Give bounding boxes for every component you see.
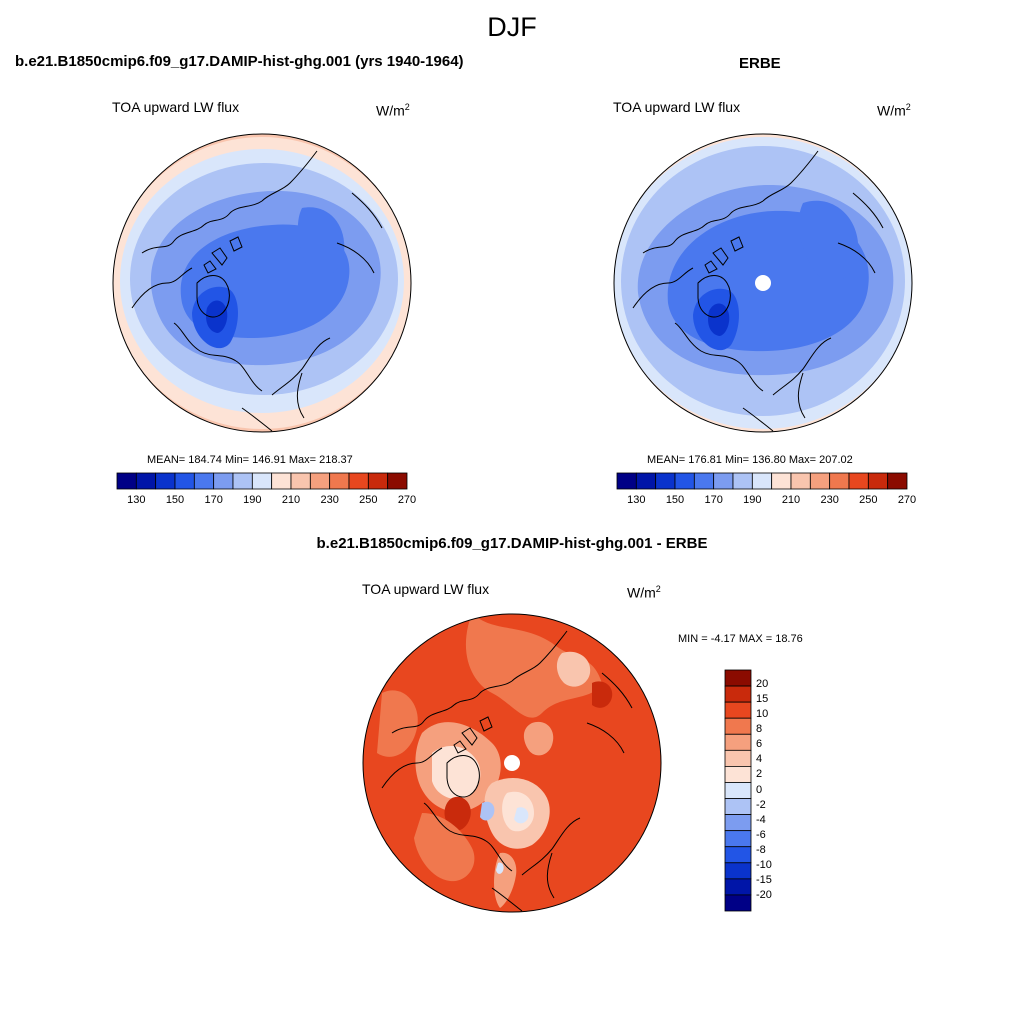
model-colorbar-swatch [232,472,253,490]
season-title: DJF [487,12,537,42]
diff-units: W/m2 [627,584,661,601]
model-stats: MEAN= 184.74 Min= 146.91 Max= 218.37 [147,454,353,466]
obs-colorbar-swatch [616,472,637,490]
diff-colorbar-label: -6 [756,828,766,841]
diff-colorbar-label: 6 [756,738,763,751]
model-colorbar-swatch [348,472,369,490]
model-colorbar-label: 230 [320,494,339,506]
obs-units: W/m2 [877,102,911,119]
diff-colorbar-label: 8 [756,723,763,736]
diff-colorbar-label: -15 [756,873,772,886]
model-colorbar [116,472,408,490]
model-colorbar-swatch [329,472,350,490]
obs-colorbar-swatch [809,472,831,490]
diff-colorbar [724,669,752,912]
model-units: W/m2 [376,102,410,119]
diff-colorbar-label: -20 [756,888,772,901]
obs-colorbar-label: 170 [704,494,723,506]
diff-colorbar-swatch [724,798,752,815]
diff-stats: MIN = -4.17 MAX = 18.76 [678,633,803,645]
obs-colorbar-swatch [848,472,869,490]
diff-colorbar-label: -2 [756,798,766,811]
diff-colorbar-swatch [724,862,752,880]
obs-polar-map [613,133,913,433]
obs-colorbar-label: 130 [627,494,646,506]
diff-colorbar-swatch [724,894,752,912]
obs-colorbar-swatch [867,472,889,490]
diff-colorbar-label: 0 [756,783,763,796]
model-panel-title: b.e21.B1850cmip6.f09_g17.DAMIP-hist-ghg.… [15,53,464,70]
model-colorbar-swatch [193,472,215,490]
model-colorbar-swatch [251,472,273,490]
obs-colorbar-label: 150 [665,494,685,506]
diff-polar-map [362,613,662,913]
obs-stats: MEAN= 176.81 Min= 136.80 Max= 207.02 [647,454,853,466]
model-colorbar-swatch [155,472,176,490]
obs-colorbar-swatch [887,472,908,490]
model-colorbar-swatch [116,472,137,490]
diff-colorbar-swatch [724,830,752,848]
obs-variable-title: TOA upward LW flux [613,99,741,115]
diff-colorbar-swatch [724,701,752,719]
diff-colorbar-label: -8 [756,843,766,856]
model-colorbar-swatch [135,472,157,490]
model-colorbar-label: 250 [359,494,378,506]
model-colorbar-label: 130 [127,494,146,506]
obs-colorbar [616,472,908,490]
diff-colorbar-label: 4 [756,753,763,766]
diff-colorbar-swatch [724,733,752,751]
obs-colorbar-swatch [635,472,657,490]
diff-colorbar-swatch [724,717,752,735]
obs-colorbar-swatch [732,472,753,490]
diff-panel-title: b.e21.B1850cmip6.f09_g17.DAMIP-hist-ghg.… [316,535,708,552]
obs-colorbar-label: 230 [820,494,839,506]
diff-variable-title: TOA upward LW flux [362,581,490,597]
obs-colorbar-swatch [655,472,676,490]
diff-colorbar-swatch [724,669,752,687]
diff-colorbar-swatch [724,782,752,799]
model-colorbar-label: 190 [243,494,262,506]
obs-colorbar-label: 190 [743,494,762,506]
diff-colorbar-label: 10 [756,708,769,721]
obs-colorbar-swatch [693,472,715,490]
model-colorbar-label: 170 [204,494,223,506]
obs-colorbar-swatch [771,472,792,490]
model-colorbar-label: 150 [165,494,185,506]
diff-colorbar-swatch [724,846,752,864]
diff-colorbar-swatch [724,878,752,896]
diff-colorbar-swatch [724,749,752,767]
diff-colorbar-label: 20 [756,678,769,691]
model-polar-map [112,133,412,433]
obs-colorbar-swatch [674,472,695,490]
obs-colorbar-swatch [829,472,850,490]
diff-colorbar-label: -10 [756,858,772,871]
model-variable-title: TOA upward LW flux [112,99,240,115]
diff-colorbar-swatch [724,685,752,703]
obs-colorbar-swatch [790,472,811,490]
model-colorbar-label: 270 [397,494,417,506]
model-colorbar-swatch [309,472,331,490]
obs-colorbar-label: 250 [859,494,878,506]
obs-panel-title: ERBE [739,55,781,72]
diff-colorbar-label: -4 [756,813,766,826]
obs-colorbar-swatch [713,472,734,490]
obs-colorbar-swatch [751,472,773,490]
obs-colorbar-label: 270 [897,494,917,506]
model-colorbar-swatch [174,472,195,490]
model-colorbar-swatch [271,472,292,490]
diff-colorbar-swatch [724,814,752,832]
model-colorbar-swatch [290,472,311,490]
diff-colorbar-label: 2 [756,768,763,781]
model-colorbar-swatch [387,472,408,490]
model-colorbar-swatch [367,472,389,490]
diff-colorbar-label: 15 [756,693,769,706]
model-colorbar-label: 210 [281,494,301,506]
obs-colorbar-label: 210 [781,494,801,506]
model-colorbar-swatch [213,472,234,490]
diff-colorbar-swatch [724,766,752,783]
